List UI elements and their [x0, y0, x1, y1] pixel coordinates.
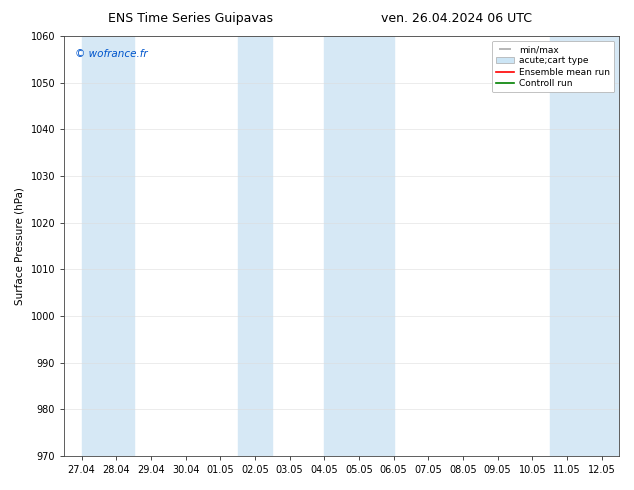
Bar	[238, 36, 272, 456]
Y-axis label: Surface Pressure (hPa): Surface Pressure (hPa)	[15, 187, 25, 305]
Bar	[550, 36, 619, 456]
Bar	[324, 36, 394, 456]
Legend: min/max, acute;cart type, Ensemble mean run, Controll run: min/max, acute;cart type, Ensemble mean …	[492, 41, 614, 93]
Text: ven. 26.04.2024 06 UTC: ven. 26.04.2024 06 UTC	[381, 12, 532, 25]
Bar	[82, 36, 134, 456]
Text: © wofrance.fr: © wofrance.fr	[75, 49, 148, 59]
Text: ENS Time Series Guipavas: ENS Time Series Guipavas	[108, 12, 273, 25]
